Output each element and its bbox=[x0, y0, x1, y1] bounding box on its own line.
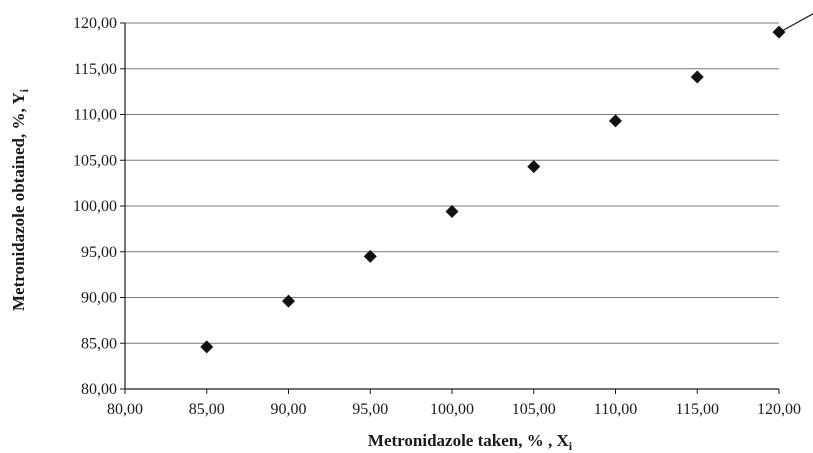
y-tick-label: 80,00 bbox=[81, 381, 117, 398]
x-tick-label: 110,00 bbox=[594, 401, 637, 418]
x-tick-label: 120,00 bbox=[757, 401, 801, 418]
y-tick-label: 120,00 bbox=[73, 15, 117, 32]
x-tick-label: 115,00 bbox=[676, 401, 719, 418]
data-point bbox=[445, 204, 459, 218]
y-tick-label: 100,00 bbox=[73, 198, 117, 215]
y-tick-label: 85,00 bbox=[81, 335, 117, 352]
x-tick-label: 100,00 bbox=[430, 401, 474, 418]
data-point bbox=[363, 249, 377, 263]
data-points bbox=[200, 25, 786, 354]
x-tick-label: 85,00 bbox=[189, 401, 225, 418]
data-point bbox=[690, 70, 704, 84]
x-tick-label: 80,00 bbox=[107, 401, 143, 418]
x-tick-label: 90,00 bbox=[271, 401, 307, 418]
y-tick-label: 90,00 bbox=[81, 290, 117, 307]
y-tick-label: 95,00 bbox=[81, 244, 117, 261]
x-tick-label: 105,00 bbox=[512, 401, 556, 418]
y-axis-label: Metronidazole obtained, %, Yi bbox=[9, 88, 31, 311]
x-axis-label: Metronidazole taken, % , Xi bbox=[368, 431, 573, 453]
data-point bbox=[609, 114, 622, 128]
data-point bbox=[200, 340, 214, 354]
trendline bbox=[778, 13, 813, 34]
x-tick-label: 95,00 bbox=[352, 401, 388, 418]
axes bbox=[120, 22, 780, 394]
data-point bbox=[772, 25, 786, 39]
data-point bbox=[282, 294, 295, 308]
grid-lines bbox=[125, 22, 779, 344]
data-point bbox=[527, 160, 541, 174]
y-tick-label: 110,00 bbox=[74, 107, 117, 124]
y-tick-label: 105,00 bbox=[73, 152, 117, 169]
y-tick-labels: 80,00 85,00 90,00 95,00 100,00 105,00 110,00 11… bbox=[73, 15, 117, 398]
y-tick-label: 115,00 bbox=[74, 61, 117, 78]
x-tick-labels: 80,00 85,00 90,00 95,00 100,00 105,00 110,00 11… bbox=[107, 401, 801, 418]
